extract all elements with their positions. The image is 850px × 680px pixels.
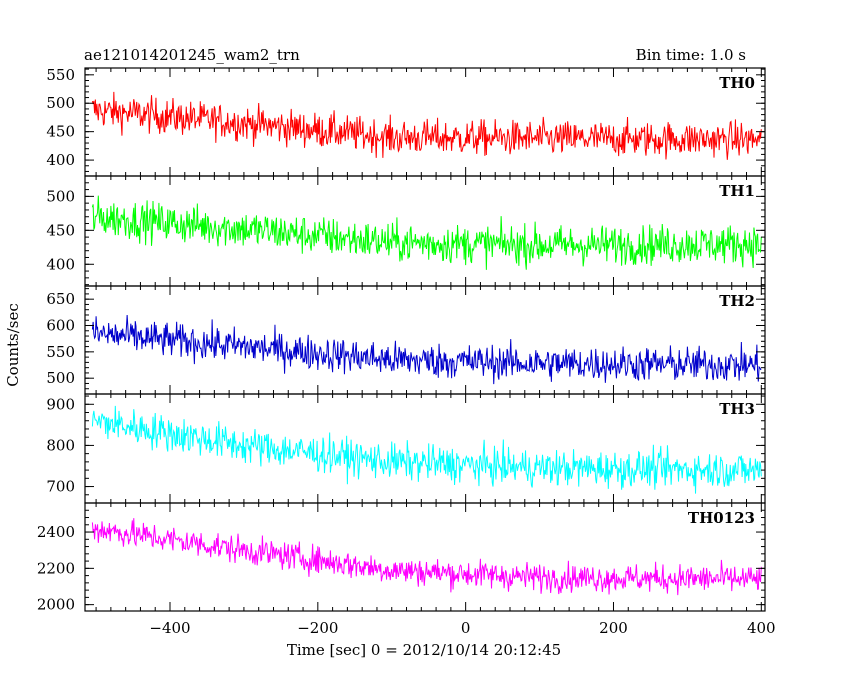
- panels: 400 450 500 550 TH0 400 450 500 TH1 500 550 600 650 T…: [37, 66, 766, 614]
- y-tick-label: 500: [46, 369, 75, 387]
- y-axis-label: Counts/sec: [4, 303, 22, 387]
- y-tick-label: 500: [46, 94, 75, 112]
- y-tick-label: 550: [46, 66, 75, 84]
- x-axis: −400 −200 0 200 400: [149, 619, 775, 637]
- panel-label: TH0: [719, 74, 755, 92]
- bin-time-label: Bin time: 1.0 s: [636, 46, 746, 64]
- y-tick-label: 450: [46, 221, 75, 239]
- panel-label: TH0123: [688, 509, 755, 527]
- panel-label: TH2: [719, 292, 755, 310]
- y-tick-label: 500: [46, 187, 75, 205]
- panel-th2: 500 550 600 650 TH2: [46, 285, 766, 395]
- panel-th1: 400 450 500 TH1: [46, 175, 766, 287]
- y-tick-label: 400: [46, 255, 75, 273]
- x-axis-label: Time [sec] 0 = 2012/10/14 20:12:45: [287, 641, 561, 659]
- y-tick-label: 550: [46, 343, 75, 361]
- x-tick-label: −200: [297, 619, 338, 637]
- panel-label: TH1: [719, 182, 755, 200]
- x-tick-label: −400: [149, 619, 190, 637]
- panel-frame: [84, 502, 766, 612]
- x-tick-label: 0: [461, 619, 471, 637]
- y-tick-label: 650: [46, 290, 75, 308]
- panel-label: TH3: [719, 400, 755, 418]
- series-line-th0123: [91, 518, 762, 596]
- y-tick-label: 2400: [37, 523, 75, 541]
- y-tick-label: 2000: [37, 596, 75, 614]
- panel-th3: 700 800 900 TH3: [46, 393, 766, 504]
- y-tick-label: 700: [46, 478, 75, 496]
- series-line-th3: [91, 405, 762, 494]
- panel-th0123: 2000 2200 2400 TH0123: [37, 502, 766, 614]
- y-tick-label: 800: [46, 436, 75, 454]
- series-line-th2: [91, 314, 762, 385]
- x-tick-label: 400: [747, 619, 776, 637]
- panel-frame: [84, 393, 766, 504]
- y-tick-label: 450: [46, 123, 75, 141]
- panel-th0: 400 450 500 550 TH0: [46, 66, 766, 177]
- series-line-th1: [91, 195, 762, 270]
- x-tick-label: 200: [599, 619, 628, 637]
- y-tick-label: 600: [46, 317, 75, 335]
- y-tick-label: 400: [46, 151, 75, 169]
- y-tick-label: 900: [46, 395, 75, 413]
- chart-title: ae121014201245_wam2_trn: [84, 46, 300, 64]
- series-line-th0: [91, 91, 762, 160]
- y-tick-label: 2200: [37, 559, 75, 577]
